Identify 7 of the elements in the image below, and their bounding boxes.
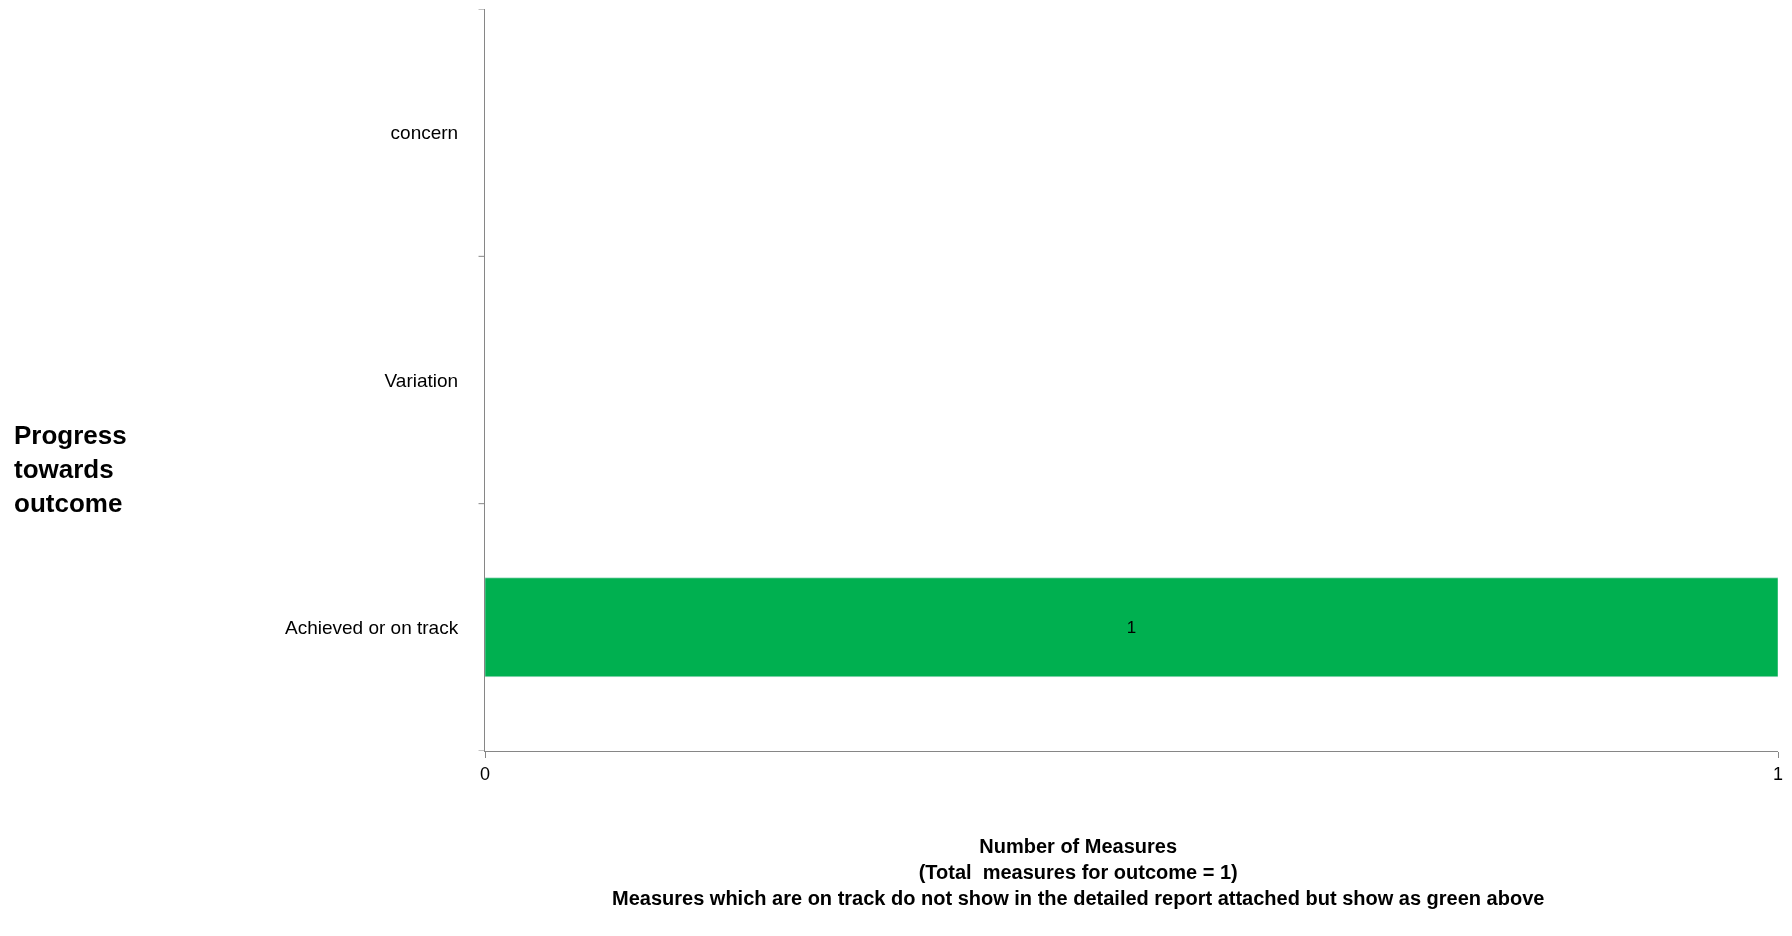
y-tick-label: Variation	[384, 369, 459, 391]
y-tick-label: concern	[390, 122, 459, 144]
x-tick-label: 0	[479, 763, 491, 784]
data-label: 1	[1126, 617, 1137, 637]
x-axis-title: Number of Measures (Total measures for outcome = 1) Measures which are on track do not show in the detailed report attached but show as green above	[612, 835, 1545, 909]
y-tick-label: Achieved or on track	[285, 616, 459, 638]
text: Progress towards outcome	[14, 420, 127, 518]
